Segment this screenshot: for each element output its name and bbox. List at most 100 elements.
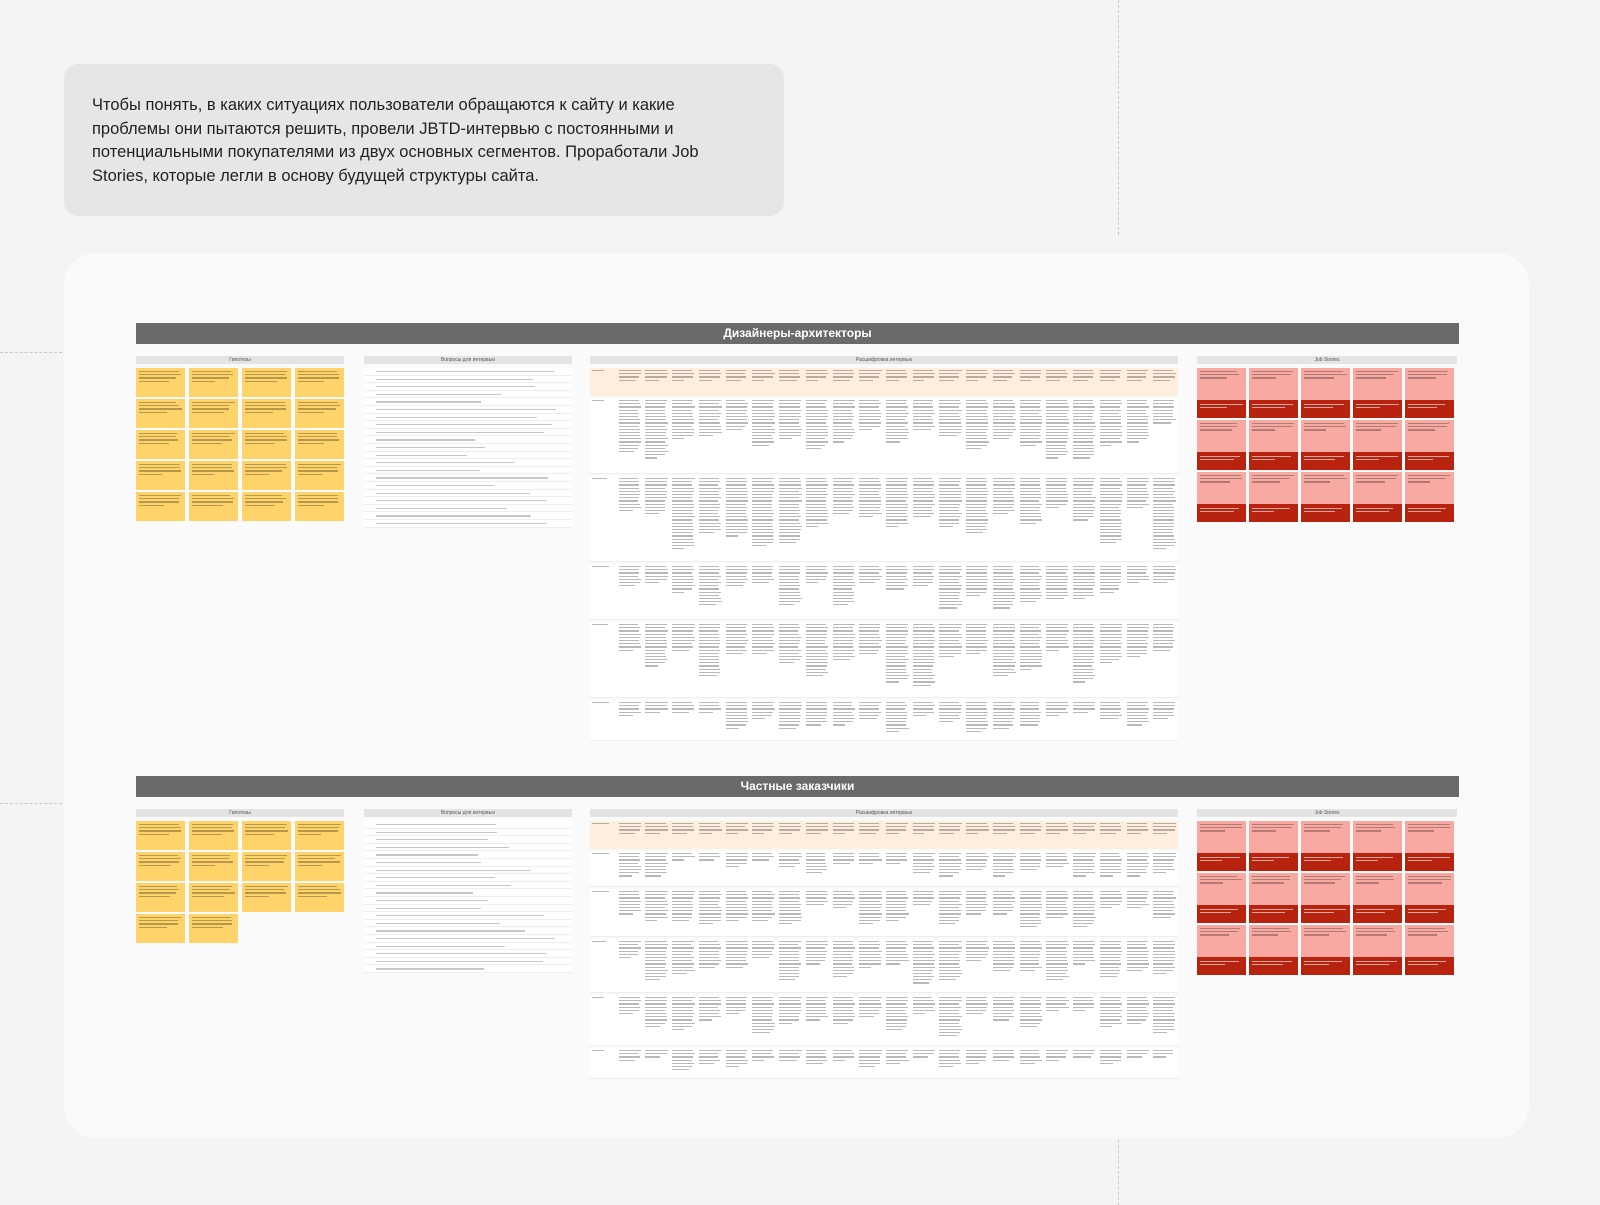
job-story-card [1405, 925, 1454, 975]
transcript-cell [804, 476, 831, 531]
transcript-cell [777, 851, 804, 871]
transcript-cell [964, 889, 991, 919]
transcript-column-header [831, 821, 858, 849]
transcript-column-header [617, 821, 644, 849]
transcript-column-header [1044, 368, 1071, 396]
question-row [364, 882, 572, 890]
transcript-cell [991, 476, 1018, 518]
transcript-cell [670, 851, 697, 865]
transcript-cell [804, 939, 831, 969]
hypothesis-sticky-note [242, 821, 291, 850]
transcript-cell [724, 1048, 751, 1071]
transcript-cell [643, 398, 670, 463]
transcript-cell [831, 622, 858, 664]
job-story-card [1301, 368, 1350, 418]
question-row [364, 376, 572, 384]
transcript-cell [590, 1048, 617, 1055]
transcript-cell [724, 476, 751, 541]
transcript-cell [1098, 939, 1125, 981]
transcript-cell [750, 564, 777, 587]
transcript-cell [937, 1048, 964, 1071]
transcript-cell [643, 700, 670, 717]
transcript-cell [643, 476, 670, 518]
transcript-cell [991, 939, 1018, 975]
job-story-card [1197, 472, 1246, 522]
hypothesis-sticky-note [136, 399, 185, 428]
transcript-cell [1044, 622, 1071, 655]
transcript-cell [964, 398, 991, 453]
transcript-cell [590, 700, 617, 707]
transcript-cell [1151, 851, 1178, 877]
transcript-column-header [964, 368, 991, 396]
transcript-cell [1044, 476, 1071, 512]
transcript-cell [991, 851, 1018, 881]
transcript-cell [777, 564, 804, 609]
job-story-card [1301, 821, 1350, 871]
transcript-cell [750, 476, 777, 550]
transcript-cell [1018, 700, 1045, 730]
hypothesis-sticky-note [242, 492, 291, 521]
job-story-card [1353, 420, 1402, 470]
subsection-title-stories: Job Stories [1197, 356, 1457, 364]
job-story-card [1405, 420, 1454, 470]
transcript-cell [1071, 398, 1098, 463]
question-row [364, 836, 572, 844]
transcript-cell [777, 622, 804, 667]
transcript-cell [750, 398, 777, 450]
transcript-cell [1071, 1048, 1098, 1062]
section-header: Частные заказчики [136, 776, 1459, 797]
job-story-card [1353, 821, 1402, 871]
transcript-column-header [617, 368, 644, 396]
job-story-card [1249, 821, 1298, 871]
hypothesis-sticky-note [295, 492, 344, 521]
question-row [364, 429, 572, 437]
transcript-cell [1151, 889, 1178, 922]
transcript-cell [777, 1048, 804, 1065]
hypothesis-sticky-note [189, 821, 238, 850]
intro-text: Чтобы понять, в каких ситуациях пользова… [64, 64, 784, 216]
transcript-cell [697, 564, 724, 609]
transcript-cell [991, 564, 1018, 613]
transcript-cell [857, 622, 884, 658]
transcript-cell [964, 476, 991, 537]
transcript-cell [831, 700, 858, 730]
transcript-cell [857, 851, 884, 868]
transcript-cell [884, 939, 911, 969]
transcript-cell [643, 851, 670, 881]
transcript-cell [617, 995, 644, 1018]
hypothesis-sticky-note [136, 821, 185, 850]
transcript-cell [1018, 398, 1045, 450]
transcript-cell [750, 939, 777, 962]
transcript-cell [1125, 564, 1152, 587]
transcript-cell [884, 564, 911, 594]
transcript-cell [1071, 995, 1098, 1015]
transcript-cell [884, 889, 911, 925]
transcript-cell [1018, 995, 1045, 1031]
transcript-column-header [937, 821, 964, 849]
job-story-card [1405, 821, 1454, 871]
hypothesis-sticky-note [136, 461, 185, 490]
transcript-cell [1098, 564, 1125, 597]
job-story-card [1353, 472, 1402, 522]
transcript-column-header [1044, 821, 1071, 849]
hypothesis-sticky-note [295, 461, 344, 490]
transcript-column-header [857, 821, 884, 849]
transcript-cell [911, 622, 938, 690]
transcript-cell [1018, 889, 1045, 931]
hypothesis-sticky-note [295, 399, 344, 428]
transcript-cell [1071, 700, 1098, 717]
transcript-cell [937, 564, 964, 613]
transcript-cell [804, 889, 831, 909]
transcript-cell [804, 564, 831, 587]
transcript-cell [964, 995, 991, 1018]
transcript-cell [1071, 622, 1098, 687]
transcript-cell [964, 622, 991, 658]
transcript-cell [991, 995, 1018, 1025]
job-story-card [1249, 873, 1298, 923]
transcript-column-header [1125, 821, 1152, 849]
hypothesis-sticky-note [242, 430, 291, 459]
transcript-column-header [643, 821, 670, 849]
transcript-column-header [911, 368, 938, 396]
question-row [364, 851, 572, 859]
transcript-column-header [1071, 368, 1098, 396]
